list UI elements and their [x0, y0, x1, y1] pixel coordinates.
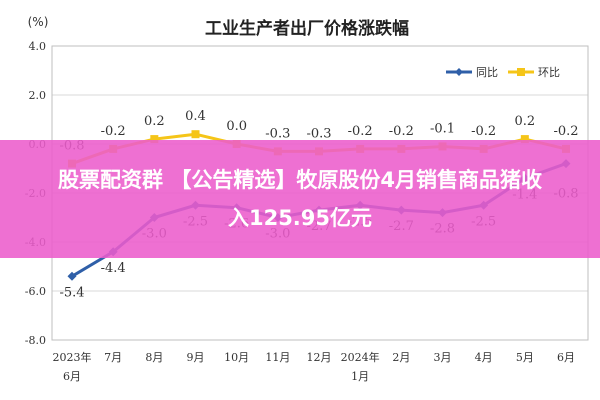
data-label-mom: -0.1: [430, 121, 455, 136]
data-label-mom: -0.2: [471, 124, 496, 139]
legend-marker-yoy: [455, 68, 463, 76]
x-tick-label: 2023年 6月: [53, 350, 92, 383]
data-label-yoy: -4.4: [101, 261, 126, 276]
legend-label: 环比: [538, 66, 560, 79]
y-tick-label: 4.0: [29, 40, 47, 53]
y-tick-label: 2.0: [29, 89, 47, 102]
legend: 同比 环比: [446, 66, 560, 79]
chart-title: 工业生产者出厂价格涨跌幅: [205, 18, 409, 39]
x-tick-label: 2024年 1月: [341, 350, 380, 383]
promo-banner-overlay[interactable]: 股票配资群 【公告精选】牧原股份4月销售商品猪收 入125.95亿元: [0, 140, 600, 258]
data-label-mom: 0.4: [185, 109, 206, 124]
x-tick-label: 3月: [434, 351, 452, 364]
x-tick-label: 12月: [307, 351, 332, 364]
data-label-yoy: -5.4: [59, 285, 84, 300]
legend-marker-mom: [517, 68, 525, 76]
legend-label: 同比: [476, 66, 498, 79]
y-tick-label: -8.0: [25, 334, 46, 347]
data-point-mom: [150, 135, 159, 144]
x-tick-label: 2月: [392, 351, 410, 364]
data-label-mom: -0.2: [348, 124, 373, 139]
y-axis-unit: (%): [28, 15, 49, 29]
data-label-mom: 0.0: [226, 119, 247, 134]
data-point-mom: [520, 135, 529, 144]
x-tick-label: 11月: [265, 351, 290, 364]
data-label-mom: 0.2: [144, 114, 165, 129]
y-tick-label: -6.0: [25, 285, 46, 298]
data-label-mom: -0.2: [101, 124, 126, 139]
data-point-yoy: [67, 271, 77, 281]
data-point-mom: [191, 130, 200, 139]
x-tick-label: 5月: [516, 351, 534, 364]
x-tick-label: 9月: [187, 351, 205, 364]
banner-line-2: 入125.95亿元: [227, 206, 373, 230]
data-label-mom: -0.3: [306, 126, 331, 141]
data-label-mom: -0.3: [265, 126, 290, 141]
x-tick-label: 8月: [145, 351, 163, 364]
x-tick-label: 4月: [475, 351, 493, 364]
data-label-mom: 0.2: [514, 114, 535, 129]
banner-line-1: 股票配资群 【公告精选】牧原股份4月销售商品猪收: [58, 168, 542, 192]
x-tick-label: 6月: [557, 351, 575, 364]
x-tick-label: 7月: [104, 351, 122, 364]
data-label-mom: -0.2: [389, 124, 414, 139]
x-tick-label: 10月: [224, 351, 249, 364]
data-label-mom: -0.2: [553, 124, 578, 139]
